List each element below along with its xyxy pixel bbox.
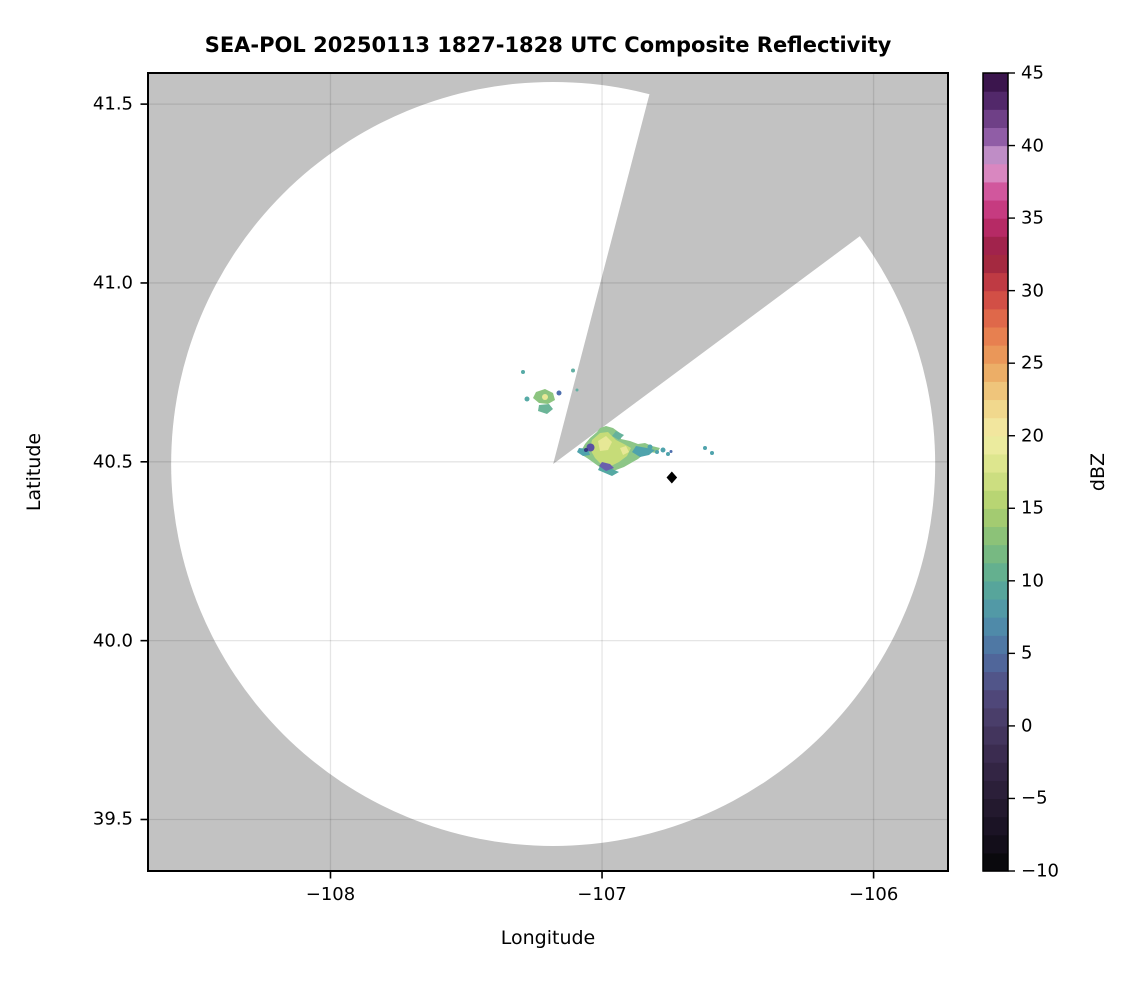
echo-patch [598, 436, 612, 451]
plot-area [148, 73, 948, 871]
echo-dot [710, 451, 714, 455]
echo-dot [660, 447, 666, 453]
colorbar-tick-label: 35 [1021, 207, 1044, 229]
colorbar-tick-label: 45 [1021, 62, 1044, 84]
echo-dot [666, 452, 670, 456]
location-diamond-marker [666, 471, 678, 484]
colorbar-band [983, 472, 1008, 491]
echo-dot [571, 368, 575, 373]
colorbar-band [983, 363, 1008, 382]
colorbar-band [983, 254, 1008, 274]
blocked-sector-wedge [553, 73, 948, 464]
colorbar-band [983, 181, 1008, 201]
colorbar-border [982, 72, 1009, 872]
echo-dot [542, 394, 548, 400]
echo-dot [647, 444, 653, 450]
colorbar-tick-label: −10 [1021, 860, 1059, 882]
colorbar-band [983, 526, 1008, 546]
colorbar-tick-label: 10 [1021, 570, 1044, 592]
colorbar-band [983, 345, 1008, 364]
colorbar-tick-label: 25 [1021, 352, 1044, 374]
colorbar-band [983, 290, 1008, 310]
colorbar-band [983, 272, 1008, 292]
colorbar-band [983, 508, 1008, 528]
echo-patch [599, 462, 614, 471]
colorbar-tick-label: 20 [1021, 425, 1044, 447]
y-tick-label: 41.5 [92, 93, 133, 115]
echo-dot [703, 446, 707, 450]
echo-dot [669, 450, 673, 453]
colorbar-band [983, 218, 1008, 237]
x-tick-label: −108 [305, 884, 356, 905]
colorbar-tick-label: 5 [1021, 642, 1033, 664]
colorbar-band [983, 381, 1008, 401]
colorbar-tick-label: 15 [1021, 497, 1044, 519]
colorbar-band [983, 580, 1008, 600]
echo-patch [538, 404, 553, 414]
colorbar-band [983, 490, 1008, 509]
colorbar-band [983, 91, 1008, 110]
colorbar-band [983, 816, 1008, 836]
colorbar-band [983, 199, 1008, 219]
colorbar-band [983, 417, 1008, 437]
echo-dot [584, 448, 588, 452]
colorbar-tick-label: 30 [1021, 280, 1044, 302]
colorbar-band [983, 598, 1008, 618]
echo-dot [655, 450, 659, 454]
y-tick-label: 39.5 [92, 808, 133, 830]
colorbar-band [983, 145, 1008, 165]
colorbar-tick-label: 40 [1021, 135, 1044, 157]
colorbar-band [983, 671, 1008, 691]
colorbar-band [983, 435, 1008, 455]
colorbar-band [983, 399, 1008, 419]
colorbar-band [983, 852, 1008, 872]
echo-dot [524, 396, 530, 402]
y-tick-label: 40.0 [92, 630, 133, 652]
echo-dot [575, 388, 579, 392]
echo-patch [612, 431, 624, 440]
echo-dot [586, 443, 595, 452]
colorbar-band [983, 73, 1008, 92]
colorbar-band [983, 635, 1008, 654]
colorbar-band [983, 308, 1008, 328]
colorbar-band [983, 744, 1008, 763]
colorbar-band [983, 707, 1008, 727]
chart-title: SEA-POL 20250113 1827-1828 UTC Composite… [204, 33, 892, 57]
colorbar-tick-label: −5 [1021, 787, 1048, 809]
echo-dot [521, 370, 525, 374]
colorbar-band [983, 762, 1008, 781]
colorbar-band [983, 453, 1008, 473]
colorbar-band [983, 617, 1008, 636]
colorbar-band [983, 163, 1008, 183]
colorbar-band [983, 236, 1008, 255]
colorbar-band [983, 109, 1008, 129]
colorbar-band [983, 127, 1008, 147]
plot-border [147, 72, 949, 872]
colorbar-band [983, 689, 1008, 709]
echo-dot [556, 390, 562, 396]
y-tick-label: 41.0 [92, 272, 133, 294]
colorbar-band [983, 562, 1008, 582]
colorbar-label: dBZ [1087, 452, 1109, 492]
colorbar-band [983, 834, 1008, 854]
colorbar-band [983, 725, 1008, 745]
colorbar-tick-label: 0 [1021, 715, 1033, 737]
colorbar-band [983, 326, 1008, 346]
x-tick-label: −106 [848, 884, 899, 905]
x-tick-label: −107 [577, 884, 627, 905]
echo-patch [620, 446, 629, 455]
colorbar-band [983, 780, 1008, 800]
colorbar-band [983, 798, 1008, 818]
colorbar-band [983, 544, 1008, 564]
y-tick-label: 40.5 [92, 451, 133, 473]
colorbar-band [983, 653, 1008, 673]
x-axis-label: Longitude [500, 927, 596, 949]
